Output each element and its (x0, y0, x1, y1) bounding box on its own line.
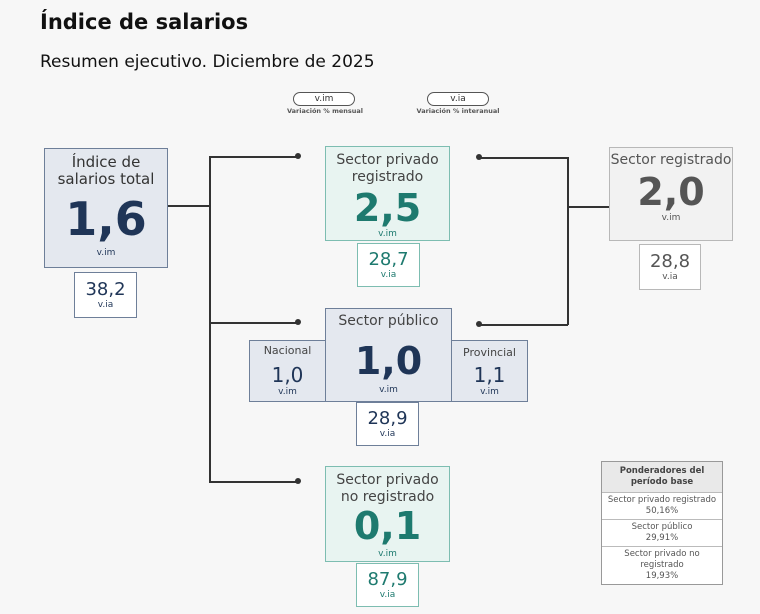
nacional-box: Nacional 1,0 v.im (249, 340, 326, 402)
total-via-box: 38,2 v.ia (74, 272, 137, 318)
weights-header: Ponderadores del período base (602, 462, 722, 492)
registrado-vim-value: 2,0 (637, 170, 705, 214)
connector-dot (295, 478, 301, 484)
connector-to-registrado (567, 206, 609, 208)
weights-row-name: Sector privado registrado (607, 495, 717, 505)
registrado-via-label: v.ia (662, 272, 678, 282)
legend-via-caption: Variación % interanual (416, 107, 500, 115)
publico-vim-value: 1,0 (354, 339, 423, 383)
total-label: Índice de salarios total (57, 153, 155, 188)
legend-vim-pill: v.im (293, 92, 355, 106)
total-via-label: v.ia (97, 300, 114, 310)
no-registrado-box: Sector privado no registrado 0,1 v.im (325, 466, 450, 562)
registrado-via-value: 28,8 (649, 251, 691, 272)
weights-row: Sector privado no registrado 19,93% (602, 546, 722, 584)
total-vim-value: 1,6 (65, 192, 147, 246)
registrado-label: Sector registrado (610, 152, 732, 168)
provincial-vim-label: v.im (480, 387, 499, 397)
connector-to-publico (209, 322, 297, 324)
publico-box: Sector público 1,0 v.im (325, 308, 452, 402)
total-via-value: 38,2 (85, 279, 126, 300)
nacional-vim-label: v.im (278, 387, 297, 397)
connector-trunk-right (567, 157, 569, 325)
weights-row: Sector privado registrado 50,16% (602, 492, 722, 519)
connector-dot (295, 153, 301, 159)
total-vim-label: v.im (96, 248, 116, 258)
publico-via-label: v.ia (379, 429, 396, 439)
registrado-via-box: 28,8 v.ia (639, 244, 701, 290)
publico-label: Sector público (338, 313, 439, 329)
nacional-label: Nacional (263, 344, 312, 357)
weights-row-value: 50,16% (645, 506, 679, 516)
privado-registrado-box: Sector privado registrado 2,5 v.im (325, 146, 450, 241)
weights-row-name: Sector privado no registrado (624, 549, 700, 570)
no-registrado-vim-value: 0,1 (353, 504, 422, 548)
privado-registrado-label: Sector privado registrado (336, 152, 439, 185)
legend-via-pill: v.ia (427, 92, 489, 106)
weights-row-value: 29,91% (645, 533, 679, 543)
connector-to-no-registrado (209, 481, 297, 483)
connector-to-privado (209, 156, 297, 158)
provincial-label: Provincial (463, 346, 516, 359)
privado-registrado-vim-value: 2,5 (353, 186, 422, 230)
weights-row-value: 19,93% (645, 571, 679, 581)
connector-trunk-left (209, 156, 211, 482)
weights-row: Sector público 29,91% (602, 519, 722, 546)
connector-total (168, 205, 210, 207)
no-registrado-via-value: 87,9 (367, 569, 408, 590)
publico-via-value: 28,9 (367, 408, 408, 429)
no-registrado-via-box: 87,9 v.ia (356, 563, 419, 607)
no-registrado-via-label: v.ia (379, 590, 396, 600)
connector-dot (295, 319, 301, 325)
privado-registrado-vim-label: v.im (378, 229, 397, 239)
no-registrado-vim-label: v.im (378, 549, 397, 559)
registrado-vim-label: v.im (661, 213, 681, 223)
privado-registrado-via-value: 28,7 (368, 249, 409, 270)
publico-via-box: 28,9 v.ia (356, 402, 419, 446)
publico-vim-label: v.im (379, 385, 398, 395)
legend-vim-caption: Variación % mensual (286, 107, 363, 115)
connector-privado-right (480, 157, 568, 159)
weights-row-name: Sector público (631, 522, 693, 532)
registrado-box: Sector registrado 2,0 v.im (609, 147, 733, 241)
page-subtitle: Resumen ejecutivo. Diciembre de 2025 (40, 52, 375, 72)
total-box: Índice de salarios total 1,6 v.im (44, 148, 168, 268)
provincial-vim-value: 1,1 (473, 363, 506, 387)
page-title: Índice de salarios (40, 10, 249, 34)
connector-publico-right (480, 324, 568, 326)
connector-dot (476, 154, 482, 160)
provincial-box: Provincial 1,1 v.im (451, 340, 528, 402)
connector-dot (476, 321, 482, 327)
privado-registrado-via-box: 28,7 v.ia (357, 243, 420, 287)
no-registrado-label: Sector privado no registrado (336, 472, 439, 505)
privado-registrado-via-label: v.ia (380, 270, 397, 280)
nacional-vim-value: 1,0 (271, 363, 304, 387)
weights-table: Ponderadores del período base Sector pri… (601, 461, 723, 585)
